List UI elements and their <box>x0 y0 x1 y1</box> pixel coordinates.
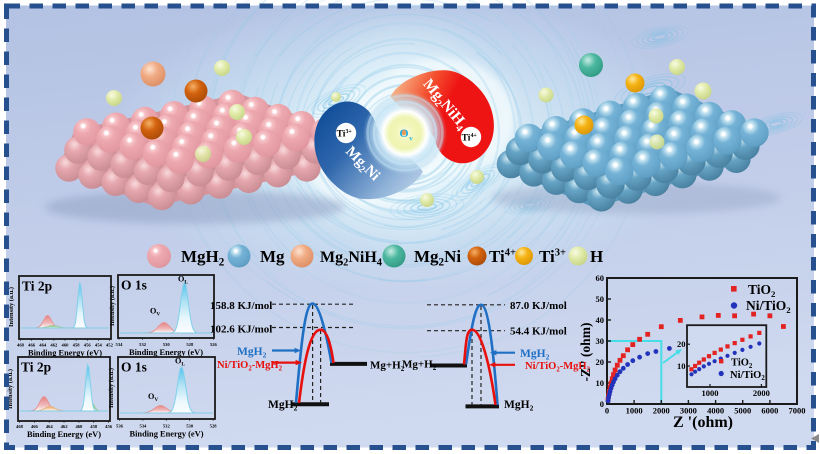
svg-text:2000: 2000 <box>653 406 670 416</box>
svg-text:Mg+H2: Mg+H2 <box>370 360 405 373</box>
svg-text:464: 464 <box>39 343 47 348</box>
svg-text:Intensity (a.u.): Intensity (a.u.) <box>7 369 14 409</box>
svg-text:10: 10 <box>677 361 686 371</box>
svg-text:TiO2: TiO2 <box>731 358 753 370</box>
svg-text:54.4 KJ/mol: 54.4 KJ/mol <box>510 326 567 338</box>
svg-text:Binding Energy (eV): Binding Energy (eV) <box>129 348 203 357</box>
svg-text:460: 460 <box>75 424 83 429</box>
svg-text:530: 530 <box>163 342 171 347</box>
svg-text:456: 456 <box>84 343 92 348</box>
svg-text:40: 40 <box>596 315 605 325</box>
svg-text:462: 462 <box>61 424 69 429</box>
svg-text:528: 528 <box>186 342 194 347</box>
svg-text:466: 466 <box>28 343 36 348</box>
svg-text:OL: OL <box>175 357 185 368</box>
svg-text:MgH2: MgH2 <box>237 346 267 360</box>
svg-text:Ni/TiO2: Ni/TiO2 <box>730 370 765 382</box>
svg-text:Ti3+: Ti3+ <box>337 129 353 140</box>
svg-text:20: 20 <box>596 357 605 367</box>
svg-text:Ti 2p: Ti 2p <box>22 279 52 294</box>
svg-text:Ti4+: Ti4+ <box>462 133 478 144</box>
svg-text:87.0 KJ/mol: 87.0 KJ/mol <box>510 300 567 312</box>
svg-text:Ti4+: Ti4+ <box>489 247 516 266</box>
svg-text:Mg: Mg <box>260 247 285 266</box>
svg-text:v: v <box>409 135 413 143</box>
svg-text:530: 530 <box>186 424 194 429</box>
svg-text:Intensity (a.u.): Intensity (a.u.) <box>8 287 15 327</box>
svg-text:534: 534 <box>139 424 147 429</box>
svg-text:532: 532 <box>139 342 147 347</box>
svg-text:466: 466 <box>31 424 39 429</box>
svg-text:454: 454 <box>95 343 103 348</box>
svg-text:O: O <box>399 126 408 140</box>
svg-text:TiO2: TiO2 <box>748 282 775 299</box>
svg-text:1000: 1000 <box>702 388 719 398</box>
svg-text:462: 462 <box>50 343 58 348</box>
svg-text:468: 468 <box>17 343 25 348</box>
svg-text:158.8 KJ/mol: 158.8 KJ/mol <box>210 300 272 312</box>
svg-text:O 1s: O 1s <box>121 278 147 293</box>
svg-text:464: 464 <box>46 424 54 429</box>
svg-text:Intensity (a.u.): Intensity (a.u.) <box>108 368 115 408</box>
svg-text:H: H <box>590 247 603 266</box>
svg-text:532: 532 <box>163 424 171 429</box>
svg-text:Mg+H2: Mg+H2 <box>402 359 437 372</box>
svg-text:OL: OL <box>178 275 188 286</box>
svg-text:458: 458 <box>90 424 98 429</box>
svg-text:452: 452 <box>106 343 114 348</box>
svg-text:528: 528 <box>210 424 218 429</box>
svg-text:102.6 KJ/mol: 102.6 KJ/mol <box>210 324 272 336</box>
svg-text:7000: 7000 <box>789 406 806 416</box>
svg-text:20: 20 <box>677 339 686 349</box>
svg-text:458: 458 <box>73 343 81 348</box>
svg-text:OV: OV <box>148 392 158 403</box>
svg-text:526: 526 <box>210 342 218 347</box>
svg-text:Ni/TiO2-MgH2: Ni/TiO2-MgH2 <box>217 360 283 372</box>
svg-text:Ti 2p: Ti 2p <box>21 360 51 375</box>
svg-text:534: 534 <box>116 342 124 347</box>
svg-text:Z '(ohm): Z '(ohm) <box>673 414 733 431</box>
svg-text:Ni/TiO2: Ni/TiO2 <box>746 298 791 315</box>
svg-text:4000: 4000 <box>707 406 724 416</box>
svg-text:2000: 2000 <box>753 388 770 398</box>
svg-text:0: 0 <box>605 406 609 416</box>
svg-text:OV: OV <box>150 307 160 318</box>
svg-text:O 1s: O 1s <box>121 360 147 375</box>
svg-text:10: 10 <box>596 378 605 388</box>
svg-text:3000: 3000 <box>680 406 697 416</box>
svg-text:Mg2NiH4: Mg2NiH4 <box>320 249 382 269</box>
svg-text:6000: 6000 <box>761 406 778 416</box>
svg-text:0: 0 <box>600 399 604 409</box>
svg-text:MgH2: MgH2 <box>181 247 225 269</box>
svg-text:468: 468 <box>16 424 24 429</box>
svg-text:Mg2Ni: Mg2Ni <box>414 247 461 269</box>
svg-text:456: 456 <box>105 424 113 429</box>
svg-text:-Z'' (ohm): -Z'' (ohm) <box>578 323 593 382</box>
svg-text:1000: 1000 <box>626 406 643 416</box>
svg-text:Ni/TiO2-MgH2: Ni/TiO2-MgH2 <box>525 361 591 373</box>
svg-text:50: 50 <box>596 294 605 304</box>
svg-text:Binding Energy (eV): Binding Energy (eV) <box>130 430 204 439</box>
svg-text:Intensity (a.u.): Intensity (a.u.) <box>109 286 116 326</box>
svg-text:Ti3+: Ti3+ <box>539 247 566 266</box>
svg-text:460: 460 <box>62 343 70 348</box>
svg-text:Binding Energy (eV): Binding Energy (eV) <box>27 430 101 439</box>
svg-text:MgH2: MgH2 <box>520 348 550 362</box>
svg-text:60: 60 <box>596 273 605 283</box>
svg-text:MgH2: MgH2 <box>504 399 534 413</box>
svg-text:Binding Energy (eV): Binding Energy (eV) <box>28 349 102 358</box>
svg-text:536: 536 <box>116 424 124 429</box>
svg-text:30: 30 <box>596 336 605 346</box>
svg-text:5000: 5000 <box>734 406 751 416</box>
svg-text:MgH2: MgH2 <box>268 399 298 413</box>
